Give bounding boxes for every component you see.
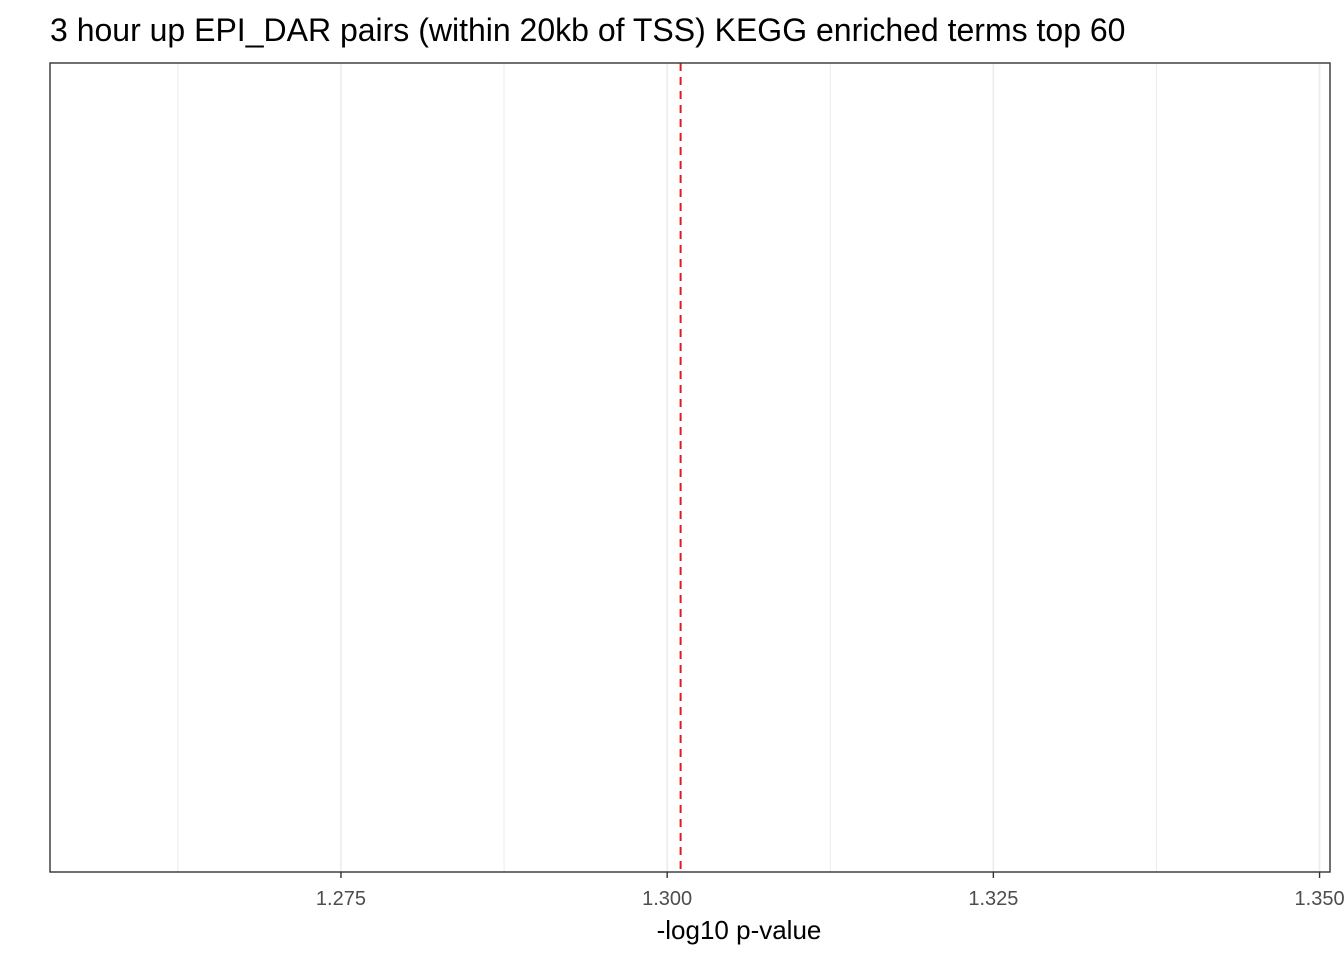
panel-border [49, 62, 1331, 873]
tick-layer: 1.275 1.300 1.325 1.350 [316, 872, 1344, 910]
frame-layer [49, 62, 1331, 873]
x-tick-label: 1.325 [968, 888, 1018, 910]
x-tick-label: 1.275 [316, 888, 366, 910]
x-axis-title: -log10 p-value [657, 915, 822, 945]
x-tick-label: 1.300 [642, 888, 692, 910]
chart-title: 3 hour up EPI_DAR pairs (within 20kb of … [50, 12, 1126, 48]
grid-layer [177, 63, 1321, 872]
x-tick-label: 1.350 [1295, 888, 1344, 910]
